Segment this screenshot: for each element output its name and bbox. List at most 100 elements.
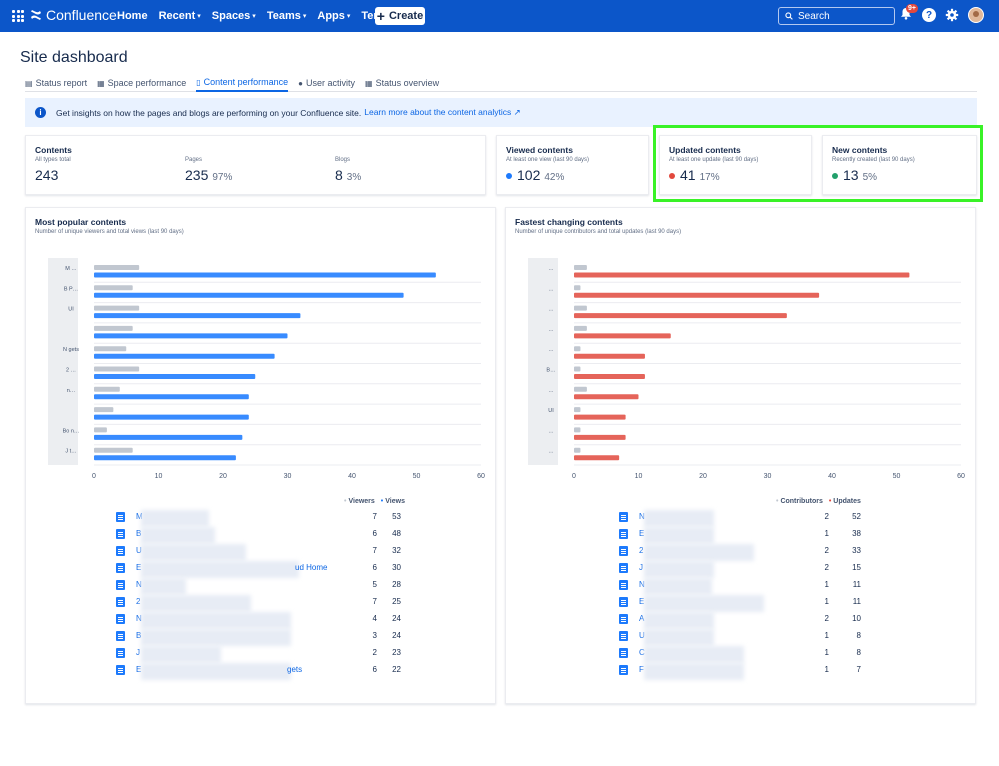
table-row[interactable]: U 7 32 (116, 544, 456, 561)
bar-viewers[interactable] (94, 346, 127, 352)
row-title-link[interactable]: N (639, 512, 645, 521)
bar-updates[interactable] (574, 455, 620, 461)
user-avatar[interactable] (968, 7, 984, 23)
bar-contributors[interactable] (574, 386, 587, 392)
bar-updates[interactable] (574, 313, 787, 319)
bar-contributors[interactable] (574, 265, 587, 270)
bar-views[interactable] (94, 333, 288, 339)
row-title-link[interactable]: U (136, 546, 142, 555)
bar-viewers[interactable] (94, 305, 140, 311)
row-title-link[interactable]: C (639, 648, 645, 657)
learn-more-link[interactable]: Learn more about the content analytics ↗ (364, 107, 521, 117)
row-title-link[interactable]: A (639, 614, 645, 623)
nav-item-home[interactable]: Home (117, 10, 148, 22)
row-title-link[interactable]: E (639, 529, 645, 538)
row-title-link[interactable]: E (136, 563, 142, 572)
bar-updates[interactable] (574, 414, 626, 420)
tab-space-performance[interactable]: ▦ Space performance (97, 76, 186, 90)
settings-gear-icon[interactable] (945, 8, 959, 22)
bar-views[interactable] (94, 272, 436, 278)
bar-updates[interactable] (574, 292, 820, 298)
nav-item-teams[interactable]: Teams ▾ (267, 10, 307, 22)
bar-viewers[interactable] (94, 386, 120, 392)
bar-viewers[interactable] (94, 427, 107, 433)
bar-views[interactable] (94, 414, 249, 420)
table-row[interactable]: A 2 10 (619, 612, 959, 629)
help-icon[interactable]: ? (922, 8, 936, 22)
row-title-link[interactable]: 2 (136, 597, 141, 606)
bar-updates[interactable] (574, 333, 671, 339)
row-title-link[interactable]: N (136, 580, 142, 589)
row-title-link[interactable]: U (639, 631, 645, 640)
bar-updates[interactable] (574, 374, 645, 379)
bar-updates[interactable] (574, 394, 639, 400)
table-row[interactable]: 2 7 25 (116, 595, 456, 612)
bar-views[interactable] (94, 353, 275, 359)
bar-contributors[interactable] (574, 366, 581, 372)
bar-viewers[interactable] (94, 285, 133, 291)
table-row[interactable]: E 1 38 (619, 527, 959, 544)
tab-status-report[interactable]: ▤ Status report (25, 76, 87, 90)
row-title-link[interactable]: M (136, 512, 143, 521)
table-row[interactable]: B 6 48 (116, 527, 456, 544)
table-row[interactable]: C 1 8 (619, 646, 959, 663)
row-title-link[interactable]: J (639, 563, 643, 572)
bar-updates[interactable] (574, 272, 910, 278)
search-input[interactable]: Search (778, 7, 895, 25)
table-row[interactable]: N 5 28 (116, 578, 456, 595)
row-title-link[interactable]: B (136, 529, 142, 538)
row-title-link[interactable]: E (136, 665, 142, 674)
bar-viewers[interactable] (94, 325, 133, 331)
create-button[interactable]: + Create (375, 7, 425, 25)
notifications-button[interactable]: 9+ (900, 4, 918, 23)
row-title-suffix[interactable]: gets (287, 665, 303, 674)
bar-contributors[interactable] (574, 325, 587, 331)
bar-views[interactable] (94, 292, 404, 298)
bar-viewers[interactable] (94, 407, 114, 413)
bar-views[interactable] (94, 313, 301, 319)
row-title-link[interactable]: E (639, 597, 645, 606)
row-title-link[interactable]: N (639, 580, 645, 589)
table-row[interactable]: N 2 52 (619, 510, 959, 527)
bar-viewers[interactable] (94, 265, 140, 270)
table-row[interactable]: N 4 24 (116, 612, 456, 629)
table-row[interactable]: J 2 15 (619, 561, 959, 578)
bar-contributors[interactable] (574, 305, 587, 311)
bar-contributors[interactable] (574, 427, 581, 433)
bar-views[interactable] (94, 374, 256, 379)
bar-contributors[interactable] (574, 407, 581, 413)
row-title-suffix[interactable]: ud Home (295, 563, 328, 572)
table-row[interactable]: 2 2 33 (619, 544, 959, 561)
table-row[interactable]: J 2 23 (116, 646, 456, 663)
bar-contributors[interactable] (574, 346, 581, 352)
bar-contributors[interactable] (574, 447, 581, 453)
table-row[interactable]: F 1 7 (619, 663, 959, 680)
bar-updates[interactable] (574, 353, 645, 359)
row-title-link[interactable]: N (136, 614, 142, 623)
bar-views[interactable] (94, 455, 236, 461)
row-title-link[interactable]: B (136, 631, 142, 640)
table-row[interactable]: M 7 53 (116, 510, 456, 527)
table-row[interactable]: E 1 11 (619, 595, 959, 612)
bar-viewers[interactable] (94, 366, 140, 372)
bar-views[interactable] (94, 434, 243, 440)
bar-contributors[interactable] (574, 285, 581, 291)
row-title-link[interactable]: J (136, 648, 140, 657)
table-row[interactable]: U 1 8 (619, 629, 959, 646)
nav-item-apps[interactable]: Apps ▾ (317, 10, 350, 22)
nav-item-spaces[interactable]: Spaces ▾ (212, 10, 256, 22)
bar-viewers[interactable] (94, 447, 133, 453)
tab-user-activity[interactable]: ● User activity (298, 76, 355, 90)
nav-item-recent[interactable]: Recent ▾ (159, 10, 201, 22)
table-row[interactable]: B 3 24 (116, 629, 456, 646)
tab-content-performance[interactable]: ▯ Content performance (196, 76, 289, 92)
bar-updates[interactable] (574, 434, 626, 440)
row-title-link[interactable]: 2 (639, 546, 644, 555)
confluence-logo[interactable]: Confluence (30, 7, 117, 23)
app-switcher-icon[interactable] (12, 10, 24, 22)
bar-views[interactable] (94, 394, 249, 400)
table-row[interactable]: N 1 11 (619, 578, 959, 595)
tab-status-overview[interactable]: ▦ Status overview (365, 76, 439, 90)
